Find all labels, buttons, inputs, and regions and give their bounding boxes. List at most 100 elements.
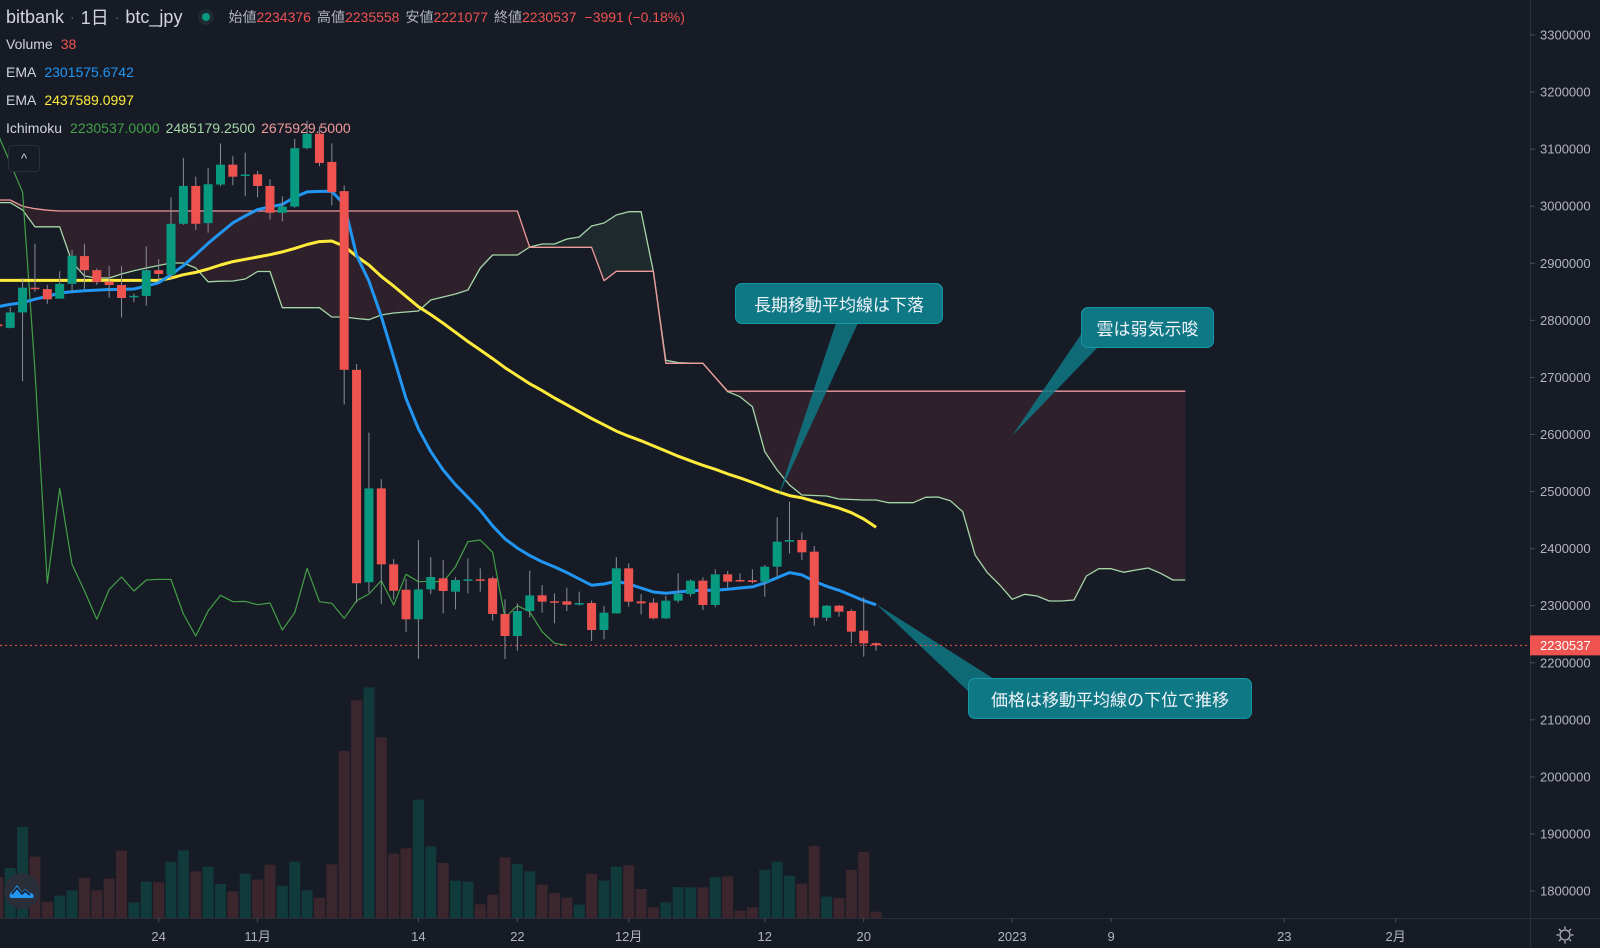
ichimoku-chikou-line (0, 137, 568, 646)
candle (277, 196, 287, 222)
ichimoku-span-b-value: 2675929.5000 (261, 120, 351, 136)
cloud-segment (764, 391, 778, 470)
candle-body (525, 595, 535, 612)
candle-body (760, 566, 770, 582)
candle-body (228, 164, 238, 177)
annotation-callout[interactable]: 雲は弱気示唆 (1081, 307, 1214, 348)
cloud-segment (851, 391, 864, 501)
volume-bar (140, 881, 152, 918)
volume-bar (586, 873, 598, 918)
cloud-segment (245, 211, 258, 279)
time-tick-label: 24 (151, 929, 165, 944)
cloud-segment (1086, 391, 1099, 577)
candle-body (871, 643, 881, 646)
candle-body (0, 324, 3, 327)
candle-body (785, 539, 795, 542)
legend-ichimoku[interactable]: Ichimoku 2230537.0000 2485179.2500 2675929.… (6, 120, 351, 136)
cloud-segment (319, 211, 332, 317)
candle-body (648, 602, 658, 619)
candle (574, 591, 584, 606)
cloud-segment (443, 211, 456, 298)
volume-bar (511, 863, 523, 918)
candle-body (178, 185, 188, 224)
cloud-segment (1135, 391, 1149, 570)
volume-bar (759, 869, 771, 918)
interval[interactable]: 1日 (80, 8, 109, 28)
cloud-segment (1074, 391, 1087, 601)
candle (92, 268, 102, 285)
volume-bar (313, 897, 325, 918)
candle-body (834, 605, 844, 612)
legend-ema-slow[interactable]: EMA 2437589.0997 (6, 92, 134, 108)
candle-body (314, 133, 324, 163)
symbol-name[interactable]: btc_jpy (125, 6, 183, 27)
collapse-legend-button[interactable]: ^ (8, 145, 40, 172)
candle (562, 587, 572, 612)
ichimoku-span-a-value: 2485179.2500 (165, 120, 256, 136)
volume-bar (66, 890, 78, 918)
cloud-segment (876, 391, 889, 503)
candle-body (574, 603, 584, 605)
cloud-segment (913, 391, 926, 503)
price-tick-label: 2500000 (1540, 484, 1591, 499)
annotation-callout[interactable]: 長期移動平均線は下落 (735, 283, 943, 324)
volume-bar (647, 907, 659, 918)
cloud-segment (1160, 391, 1173, 580)
candle-body (451, 580, 461, 592)
volume-bar (685, 887, 697, 918)
candle-body (166, 223, 176, 275)
volume-bar (0, 876, 4, 918)
cloud-segment (888, 391, 901, 503)
candle (636, 593, 646, 615)
candle (117, 266, 127, 318)
price-axis[interactable] (1530, 0, 1600, 948)
cloud-segment (146, 211, 159, 269)
legend-ema-fast[interactable]: EMA 2301575.6742 (6, 64, 134, 80)
annotation-callout[interactable]: 価格は移動平均線の下位で推移 (968, 678, 1252, 719)
volume-bar (412, 799, 424, 918)
cloud-segment (47, 210, 60, 227)
ohlc-low: 安値2221077 (405, 9, 488, 25)
market-open-dot-icon (198, 9, 215, 25)
candle-body (141, 270, 151, 296)
cloud-segment (987, 391, 1000, 585)
cloud-segment (789, 391, 802, 495)
candle (55, 271, 65, 299)
cloud-segment (505, 211, 518, 256)
time-tick-label: 20 (856, 929, 870, 944)
candle (352, 363, 362, 603)
callout-pointer (1012, 333, 1098, 436)
candle-body (846, 611, 856, 632)
candle (611, 557, 621, 614)
price-tick-label: 2900000 (1540, 256, 1591, 271)
candle-body (488, 578, 498, 615)
volume-bar (116, 850, 128, 918)
legend-volume[interactable]: Volume 38 (6, 36, 77, 52)
cloud-segment (269, 211, 283, 308)
candle (500, 599, 510, 659)
candle (488, 576, 498, 621)
candle-body (710, 574, 720, 605)
gear-icon[interactable] (1556, 926, 1574, 944)
volume-bar (771, 861, 783, 918)
candle (475, 568, 485, 592)
volume-bar (425, 846, 437, 918)
volume-bar (722, 876, 734, 918)
volume-bar (845, 869, 857, 918)
volume-bar (91, 890, 103, 918)
volume-bar (17, 826, 29, 918)
candle-body (735, 580, 745, 582)
cloud-segment (900, 391, 914, 503)
volume-bar (833, 897, 845, 918)
cloud-logo-icon[interactable] (4, 873, 40, 909)
candle (822, 605, 832, 622)
exchange-name[interactable]: bitbank (6, 6, 65, 27)
price-tick-label: 3300000 (1540, 28, 1591, 43)
price-tick-label: 2600000 (1540, 427, 1591, 442)
candle (104, 266, 114, 298)
volume-bar (709, 877, 721, 918)
cloud-segment (393, 211, 407, 313)
candle-body (92, 270, 102, 283)
cloud-segment (616, 211, 629, 272)
